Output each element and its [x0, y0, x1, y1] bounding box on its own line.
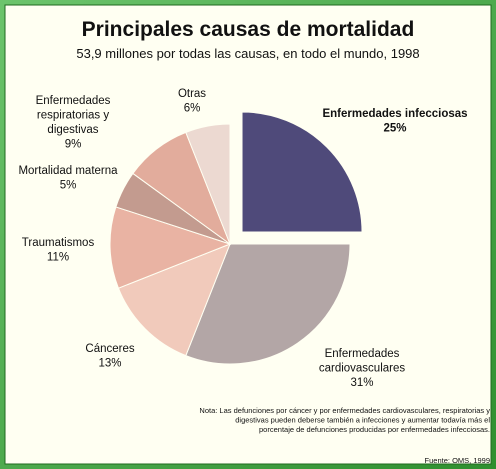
- note: digestivas pueden deberse también a infe…: [235, 416, 490, 425]
- slice-label: Traumatismos: [22, 237, 95, 249]
- chart-title: Principales causas de mortalidad: [82, 18, 415, 41]
- pie-slice: [241, 111, 363, 233]
- pie-slice: [117, 243, 231, 357]
- slice-label: Enfermedades: [325, 348, 400, 360]
- value-label: 11%: [47, 252, 69, 264]
- slice-label: Mortalidad materna: [18, 165, 118, 177]
- value-label: 13%: [98, 358, 121, 370]
- value-label: 6%: [184, 103, 201, 115]
- slice-label: Enfermedades: [36, 95, 111, 107]
- slice-label: digestivas: [47, 124, 98, 136]
- value-label: 31%: [350, 377, 373, 389]
- value-label: 9%: [65, 139, 82, 151]
- value-label: 25%: [383, 123, 406, 135]
- note: Nota: Las defunciones por cáncer y por e…: [199, 406, 490, 415]
- slice-label: Cánceres: [85, 343, 134, 355]
- value-label: 5%: [60, 180, 77, 192]
- note: porcentaje de defunciones producidas por…: [259, 425, 490, 434]
- pie-slice: [185, 123, 231, 245]
- chart-subtitle: 53,9 millones por todas las causas, en t…: [76, 46, 419, 61]
- slice-label: respiratorias y: [37, 110, 109, 122]
- slice-label: Enfermedades infecciosas: [322, 108, 467, 120]
- source: Fuente: OMS, 1999: [425, 456, 490, 465]
- pie-slice: [185, 243, 351, 365]
- panel: [4, 4, 492, 465]
- pie-slice: [109, 206, 232, 289]
- slice-label: Otras: [178, 88, 206, 100]
- slice-label: cardiovasculares: [319, 363, 406, 375]
